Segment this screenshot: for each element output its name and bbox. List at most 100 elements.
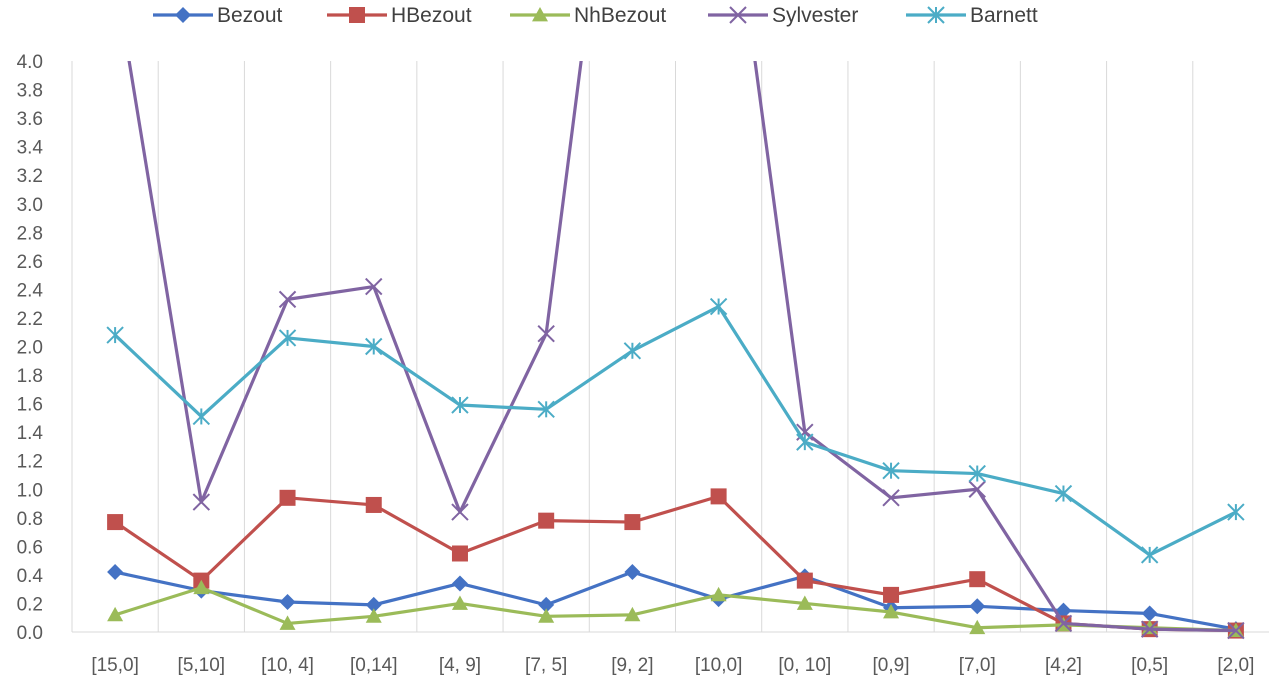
series-nhbezout bbox=[107, 579, 1244, 637]
data-point-marker bbox=[365, 608, 382, 623]
data-point-marker bbox=[175, 7, 191, 23]
data-point-marker bbox=[883, 586, 900, 603]
series-line bbox=[114, 494, 1236, 633]
x-tick-label: [0,14] bbox=[350, 655, 398, 676]
series-barnett bbox=[106, 297, 1245, 564]
data-point-marker bbox=[1140, 546, 1159, 564]
series-line bbox=[114, 304, 1237, 557]
y-tick-label: 0.0 bbox=[17, 623, 43, 644]
data-point-marker bbox=[796, 595, 813, 610]
y-tick-label: 0.8 bbox=[17, 509, 43, 530]
y-tick-label: 0.4 bbox=[17, 566, 44, 587]
data-point-marker bbox=[365, 596, 382, 613]
y-tick-label: 3.2 bbox=[17, 166, 43, 187]
data-point-marker bbox=[624, 606, 641, 622]
data-point-marker bbox=[532, 7, 548, 22]
data-point-marker bbox=[365, 496, 382, 513]
data-point-marker bbox=[968, 480, 986, 498]
legend-item: Bezout bbox=[153, 4, 283, 27]
y-tick-label: 1.0 bbox=[17, 480, 43, 501]
data-point-marker bbox=[349, 7, 365, 23]
data-point-marker bbox=[192, 493, 211, 511]
x-tick-label: [0,5] bbox=[1131, 655, 1168, 676]
data-point-marker bbox=[624, 514, 641, 531]
data-point-marker bbox=[451, 595, 468, 610]
data-point-marker bbox=[365, 337, 383, 356]
legend-item: HBezout bbox=[327, 4, 472, 27]
data-point-marker bbox=[537, 324, 555, 343]
gridlines bbox=[71, 61, 1194, 632]
legend-label: NhBezout bbox=[574, 4, 666, 27]
x-tick-label: [4,2] bbox=[1045, 655, 1082, 676]
data-point-marker bbox=[796, 433, 814, 451]
data-point-marker bbox=[969, 598, 986, 615]
legend: Bezout HBezout NhBezout Sylvester Barnett bbox=[153, 4, 1038, 27]
data-point-marker bbox=[796, 572, 813, 589]
x-axis-ticks: [15,0] [5,10] [10, 4] [0,14] [4, 9] [7, 5] [9,… bbox=[91, 655, 1254, 676]
series-line bbox=[127, 61, 1236, 633]
y-tick-label: 3.4 bbox=[17, 138, 44, 159]
y-tick-label: 0.6 bbox=[17, 537, 43, 558]
data-point-marker bbox=[1054, 484, 1073, 503]
y-tick-label: 2.2 bbox=[17, 309, 43, 330]
data-point-marker bbox=[278, 290, 297, 309]
y-tick-label: 3.6 bbox=[17, 109, 43, 130]
data-point-marker bbox=[709, 297, 728, 316]
x-tick-label: [5,10] bbox=[178, 655, 226, 676]
y-axis-ticks: 0.0 0.2 0.4 0.6 0.8 1.0 1.2 1.4 1.6 1.8 2.0 2.2 2.4 2… bbox=[17, 52, 44, 644]
data-point-marker bbox=[106, 326, 124, 344]
data-point-marker bbox=[927, 6, 945, 24]
data-point-marker bbox=[710, 586, 727, 602]
x-tick-label: [9, 2] bbox=[611, 655, 653, 676]
data-point-marker bbox=[279, 615, 296, 630]
data-point-marker bbox=[538, 608, 555, 623]
legend-item: NhBezout bbox=[510, 4, 666, 27]
y-tick-label: 1.8 bbox=[17, 366, 43, 387]
series-line bbox=[114, 570, 1237, 631]
series-sylvester bbox=[127, 61, 1245, 640]
data-point-marker bbox=[1227, 503, 1245, 521]
data-point-marker bbox=[538, 512, 555, 529]
data-point-marker bbox=[710, 488, 727, 505]
data-point-marker bbox=[451, 575, 468, 592]
data-point-marker bbox=[107, 606, 124, 622]
data-point-marker bbox=[882, 489, 900, 507]
data-point-marker bbox=[883, 604, 900, 619]
data-point-marker bbox=[969, 571, 986, 588]
data-point-marker bbox=[278, 329, 297, 347]
data-point-marker bbox=[729, 6, 747, 24]
data-point-marker bbox=[624, 564, 641, 581]
y-tick-label: 1.4 bbox=[17, 423, 44, 444]
y-tick-label: 1.6 bbox=[17, 395, 43, 416]
y-tick-label: 2.8 bbox=[17, 223, 43, 244]
data-point-marker bbox=[451, 396, 469, 414]
data-point-marker bbox=[538, 596, 555, 613]
legend-item: Barnett bbox=[906, 4, 1038, 27]
legend-item: Sylvester bbox=[708, 4, 858, 27]
data-point-marker bbox=[1140, 620, 1159, 638]
y-tick-label: 3.0 bbox=[17, 195, 43, 216]
x-tick-label: [4, 9] bbox=[439, 655, 481, 676]
data-point-marker bbox=[969, 619, 986, 635]
x-tick-label: [0, 10] bbox=[778, 655, 831, 676]
data-point-marker bbox=[107, 514, 124, 531]
data-point-marker bbox=[968, 464, 986, 483]
x-tick-label: [7,0] bbox=[959, 655, 996, 676]
data-point-marker bbox=[1054, 614, 1073, 633]
legend-label: HBezout bbox=[391, 4, 472, 27]
data-point-marker bbox=[1141, 605, 1158, 622]
y-tick-label: 0.2 bbox=[17, 594, 43, 615]
data-point-marker bbox=[107, 564, 124, 581]
data-point-marker bbox=[623, 342, 642, 360]
y-tick-label: 2.6 bbox=[17, 252, 43, 273]
x-tick-label: [15,0] bbox=[91, 655, 139, 676]
y-tick-label: 2.4 bbox=[17, 280, 44, 301]
x-tick-label: [2,0] bbox=[1217, 655, 1254, 676]
data-point-marker bbox=[192, 407, 211, 426]
series-line bbox=[114, 586, 1236, 633]
data-point-marker bbox=[279, 489, 296, 506]
data-point-marker bbox=[451, 545, 468, 562]
data-point-marker bbox=[193, 579, 210, 595]
x-tick-label: [0,9] bbox=[873, 655, 910, 676]
